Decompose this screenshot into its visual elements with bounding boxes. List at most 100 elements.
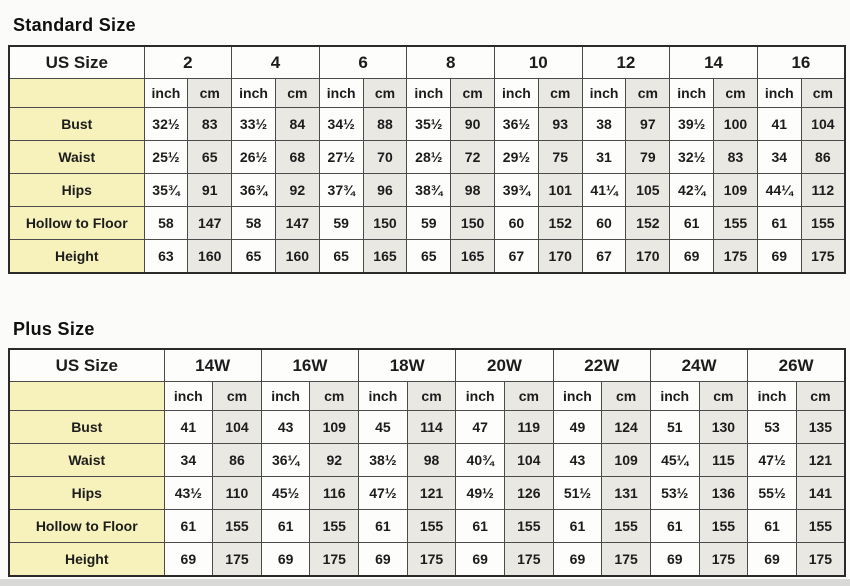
value-cell-cm: 147 <box>274 206 320 240</box>
measurement-row: Hollow to Floor 58 147 58 147 59 150 59 150 60 152… <box>8 206 846 240</box>
size-header: 16 <box>756 45 846 79</box>
value-cell-cm: 119 <box>503 410 554 444</box>
unit-header-cm: cm <box>795 381 846 411</box>
value-cell-cm: 136 <box>698 476 749 510</box>
value-cell-inch: 59 <box>406 206 452 240</box>
value-cell-cm: 175 <box>406 542 457 577</box>
value-cell-inch: 65 <box>318 239 364 274</box>
size-header: 20W <box>455 348 554 382</box>
unit-header-cm: cm <box>274 78 320 108</box>
unit-header-cm: cm <box>309 381 360 411</box>
value-cell-cm: 84 <box>274 107 320 141</box>
value-cell-cm: 86 <box>212 443 262 477</box>
value-cell-cm: 150 <box>362 206 408 240</box>
value-cell-cm: 124 <box>601 410 651 444</box>
row-label: Hips <box>8 476 165 510</box>
size-header-row: US Size 14W 16W 18W 20W 22W 24W 26W <box>8 348 846 382</box>
value-cell-inch: 65 <box>406 239 452 274</box>
measurement-row: Height 69 175 69 175 69 175 69 175 69 175 69 175 69 17… <box>8 542 846 577</box>
value-cell-inch: 29½ <box>494 140 539 174</box>
value-cell-cm: 96 <box>362 173 408 207</box>
value-cell-cm: 141 <box>795 476 846 510</box>
value-cell-inch: 60 <box>581 206 627 240</box>
value-cell-inch: 58 <box>143 206 189 240</box>
value-cell-cm: 121 <box>795 443 846 477</box>
value-cell-cm: 175 <box>601 542 651 577</box>
value-cell-inch: 43 <box>260 410 311 444</box>
value-cell-inch: 58 <box>231 206 276 240</box>
value-cell-cm: 175 <box>212 542 262 577</box>
value-cell-cm: 101 <box>537 173 583 207</box>
row-label: Hollow to Floor <box>8 206 145 240</box>
row-label: Bust <box>8 410 165 444</box>
value-cell-inch: 45½ <box>260 476 311 510</box>
row-label: Bust <box>8 107 145 141</box>
measurement-row: Hips 43½ 110 45½ 116 47½ 121 49½ 126 51½ 131 53½ 136… <box>8 476 846 510</box>
unit-header-row: inch cm inch cm inch cm inch cm inch cm inch cm inch… <box>8 381 846 411</box>
unit-header-inch: inch <box>581 78 627 108</box>
value-cell-cm: 98 <box>406 443 457 477</box>
value-cell-inch: 53½ <box>649 476 700 510</box>
value-cell-inch: 59 <box>318 206 364 240</box>
unit-header-inch: inch <box>231 78 276 108</box>
value-cell-cm: 112 <box>800 173 846 207</box>
size-header: 16W <box>260 348 360 382</box>
unit-header-inch: inch <box>669 78 715 108</box>
measurement-row: Hips 35¾ 91 36¾ 92 37¾ 96 38¾ 98 39¾ 101 41¼ 105 42¾ 1… <box>8 173 846 207</box>
unit-header-inch: inch <box>494 78 539 108</box>
value-cell-cm: 155 <box>795 509 846 543</box>
unit-header-cm: cm <box>800 78 846 108</box>
value-cell-inch: 51½ <box>552 476 603 510</box>
value-cell-inch: 40¾ <box>455 443 505 477</box>
size-header: 2 <box>143 45 233 79</box>
value-cell-inch: 49½ <box>455 476 505 510</box>
value-cell-inch: 51 <box>649 410 700 444</box>
value-cell-cm: 160 <box>187 239 233 274</box>
value-cell-cm: 104 <box>212 410 262 444</box>
value-cell-cm: 109 <box>309 410 360 444</box>
value-cell-inch: 69 <box>552 542 603 577</box>
measurement-row: Bust 41 104 43 109 45 114 47 119 49 124 51 130 53 135 <box>8 410 846 444</box>
value-cell-cm: 135 <box>795 410 846 444</box>
value-cell-inch: 41 <box>756 107 802 141</box>
unit-header-row: inch cm inch cm inch cm inch cm inch cm inch cm inch… <box>8 78 846 108</box>
value-cell-cm: 75 <box>537 140 583 174</box>
value-cell-inch: 32½ <box>143 107 189 141</box>
value-cell-cm: 93 <box>537 107 583 141</box>
value-cell-cm: 79 <box>625 140 671 174</box>
value-cell-inch: 55½ <box>747 476 797 510</box>
value-cell-inch: 61 <box>260 509 311 543</box>
value-cell-inch: 34 <box>756 140 802 174</box>
value-cell-inch: 45 <box>358 410 408 444</box>
measurement-row: Bust 32½ 83 33½ 84 34½ 88 35½ 90 36½ 93 38 97 39½ 100 4… <box>8 107 846 141</box>
value-cell-cm: 114 <box>406 410 457 444</box>
value-cell-cm: 152 <box>537 206 583 240</box>
value-cell-cm: 105 <box>625 173 671 207</box>
value-cell-cm: 100 <box>713 107 758 141</box>
value-cell-cm: 130 <box>698 410 749 444</box>
value-cell-inch: 69 <box>747 542 797 577</box>
value-cell-cm: 86 <box>800 140 846 174</box>
value-cell-cm: 72 <box>450 140 495 174</box>
value-cell-inch: 38 <box>581 107 627 141</box>
size-header: 8 <box>406 45 495 79</box>
unit-header-inch: inch <box>756 78 802 108</box>
value-cell-inch: 34 <box>163 443 214 477</box>
value-cell-cm: 155 <box>698 509 749 543</box>
row-label: Hollow to Floor <box>8 509 165 543</box>
unit-header-inch: inch <box>455 381 505 411</box>
value-cell-cm: 175 <box>503 542 554 577</box>
unit-header-inch: inch <box>143 78 189 108</box>
size-header: 10 <box>494 45 583 79</box>
row-label: Height <box>8 239 145 274</box>
value-cell-cm: 155 <box>406 509 457 543</box>
unit-header-cm: cm <box>713 78 758 108</box>
unit-header-cm: cm <box>625 78 671 108</box>
value-cell-inch: 61 <box>552 509 603 543</box>
value-cell-inch: 60 <box>494 206 539 240</box>
unit-header-cm: cm <box>406 381 457 411</box>
value-cell-inch: 36¾ <box>231 173 276 207</box>
value-cell-inch: 41¼ <box>581 173 627 207</box>
corner-cell: US Size <box>8 45 145 79</box>
unit-header-cm: cm <box>187 78 233 108</box>
